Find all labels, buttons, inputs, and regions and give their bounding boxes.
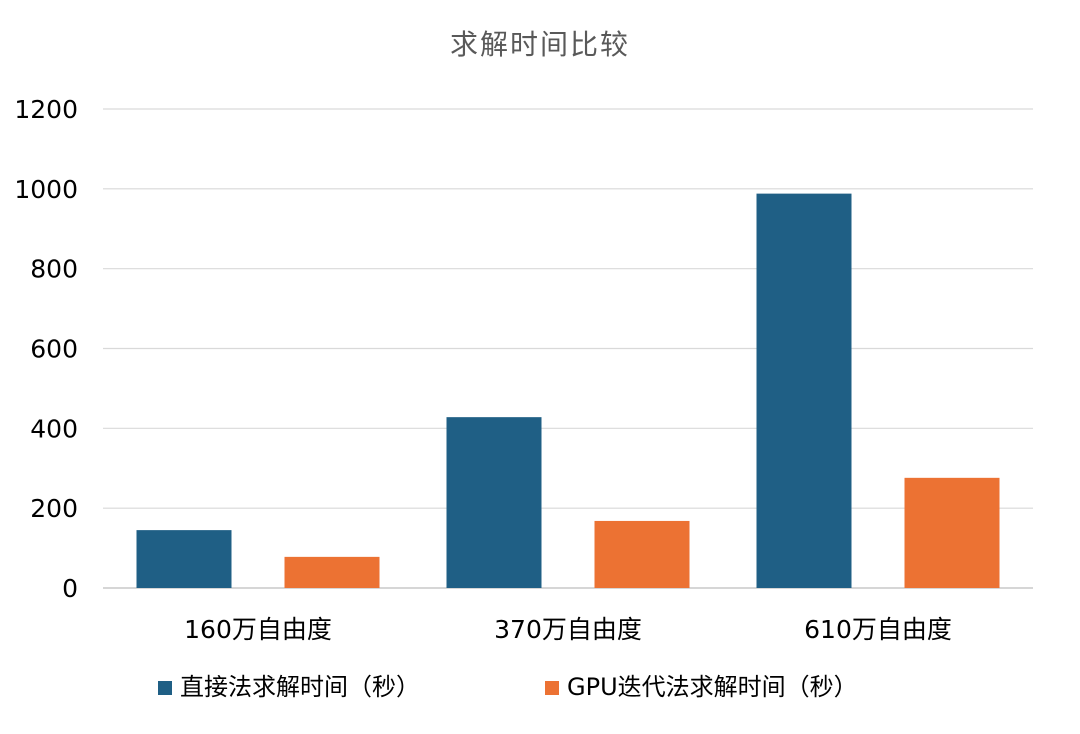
y-tick-label: 1000 <box>14 175 78 204</box>
y-tick-label: 1200 <box>14 95 78 124</box>
x-tick-label: 610万自由度 <box>804 615 952 644</box>
legend-label-1: 直接法求解时间（秒） <box>180 673 420 701</box>
y-tick-label: 200 <box>30 494 78 523</box>
bar-series-2 <box>284 556 380 588</box>
bar-series-1 <box>756 193 852 588</box>
legend-swatch-2 <box>545 681 559 695</box>
legend: 直接法求解时间（秒） GPU迭代法求解时间（秒） <box>158 673 858 701</box>
legend-label-2: GPU迭代法求解时间（秒） <box>567 673 858 701</box>
y-tick-label: 400 <box>30 414 78 443</box>
x-axis-ticks: 160万自由度 370万自由度 610万自由度 <box>184 615 952 644</box>
y-tick-label: 800 <box>30 255 78 284</box>
bar-series-1 <box>446 417 542 588</box>
bar-series-2 <box>594 520 690 588</box>
y-tick-label: 600 <box>30 335 78 364</box>
gridlines <box>103 108 1033 589</box>
y-tick-label: 0 <box>62 574 78 603</box>
bar-series-1 <box>136 530 232 588</box>
chart-title: 求解时间比较 <box>450 28 630 61</box>
y-axis-ticks: 0 200 400 600 800 1000 1200 <box>14 95 78 603</box>
bar-series-2 <box>904 477 1000 588</box>
x-tick-label: 370万自由度 <box>494 615 642 644</box>
legend-swatch-1 <box>158 681 172 695</box>
x-tick-label: 160万自由度 <box>184 615 332 644</box>
bars <box>136 193 1000 588</box>
